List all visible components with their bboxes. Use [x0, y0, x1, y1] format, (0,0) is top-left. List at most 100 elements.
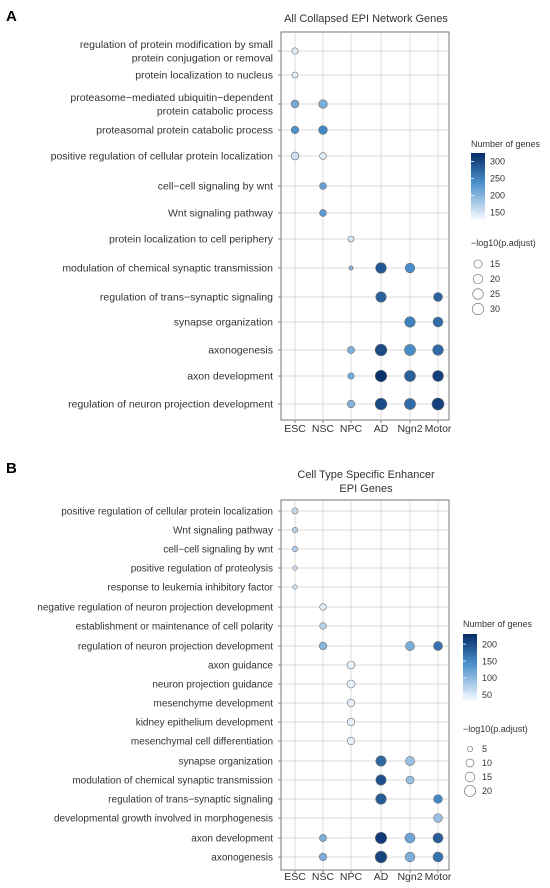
term-label: protein localization to cell periphery: [109, 234, 274, 246]
data-point: [347, 699, 355, 707]
colorbar-tick-label: 250: [490, 174, 505, 184]
data-point: [375, 344, 387, 356]
term-label: regulation of trans−synaptic signaling: [108, 795, 273, 806]
size-legend-label: 10: [482, 758, 492, 768]
dot-plot-a: All Collapsed EPI Network Genesregulatio…: [51, 13, 541, 435]
colorbar-tick-label: 100: [482, 673, 497, 683]
size-legend-circle: [466, 759, 474, 767]
term-label: axonogenesis: [211, 853, 273, 864]
colorbar-tick-label: 50: [482, 690, 492, 700]
colorbar-tick-label: 150: [490, 207, 505, 217]
term-label: axon development: [191, 834, 273, 845]
colorbar-segment: [463, 698, 477, 701]
data-point: [320, 183, 327, 190]
data-point: [348, 373, 354, 379]
term-label: establishment or maintenance of cell pol…: [76, 622, 273, 633]
term-label: positive regulation of proteolysis: [131, 564, 273, 575]
data-point: [292, 72, 298, 78]
data-point: [291, 100, 299, 108]
data-point: [293, 566, 298, 571]
data-point: [319, 642, 327, 650]
term-label: synapse organization: [174, 317, 273, 329]
category-label: NPC: [340, 423, 363, 435]
term-label: regulation of neuron projection developm…: [68, 399, 273, 411]
data-point: [405, 852, 415, 862]
term-label: negative regulation of neuron projection…: [37, 603, 273, 614]
size-legend-circle: [465, 772, 475, 782]
colorbar-segment: [471, 217, 485, 220]
term-label: positive regulation of cellular protein …: [51, 151, 274, 163]
data-point: [375, 398, 387, 410]
data-point: [293, 585, 298, 590]
category-label: Ngn2: [397, 871, 422, 883]
colorbar-tick-label: 300: [490, 157, 505, 167]
category-label: NPC: [340, 871, 363, 883]
size-legend-label: 25: [490, 289, 500, 299]
term-label: mesenchymal cell differentiation: [131, 737, 273, 748]
term-label: axon guidance: [208, 661, 273, 672]
data-point: [291, 126, 299, 134]
category-label: Ngn2: [397, 423, 422, 435]
data-point: [348, 236, 354, 242]
term-label: neuron projection guidance: [152, 680, 273, 691]
data-point: [405, 641, 414, 650]
size-legend-circle: [473, 289, 484, 300]
term-label: regulation of neuron projection developm…: [78, 642, 273, 653]
data-point: [376, 292, 387, 303]
size-legend-circle: [474, 260, 482, 268]
data-point: [347, 346, 354, 353]
data-point: [347, 680, 355, 688]
data-point: [433, 317, 443, 327]
chart-title-line: Cell Type Specific Enhancer: [297, 469, 435, 481]
data-point: [347, 400, 355, 408]
data-point: [375, 832, 386, 843]
data-point: [405, 833, 415, 843]
term-label: regulation of protein modification by sm…: [80, 39, 273, 65]
data-point: [404, 370, 415, 381]
data-point: [347, 737, 355, 745]
category-label: Motor: [425, 423, 452, 435]
data-point: [320, 604, 327, 611]
size-legend-circle: [467, 746, 472, 751]
data-point: [320, 623, 327, 630]
term-label: proteasome−mediated ubiquitin−dependent p…: [70, 92, 273, 118]
data-point: [319, 100, 328, 109]
data-point: [376, 775, 386, 785]
panel-letter-a: A: [6, 8, 17, 25]
term-label: proteasomal protein catabolic process: [96, 125, 273, 137]
term-label: developmental growth involved in morphog…: [54, 814, 273, 825]
data-point: [319, 834, 326, 841]
size-legend-title: −log10(p.adjust): [471, 238, 536, 248]
size-legend-label: 20: [482, 786, 492, 796]
size-legend-label: 15: [490, 259, 500, 269]
term-label: Wnt signaling pathway: [173, 526, 273, 537]
plot-frame: [281, 32, 449, 420]
data-point: [433, 371, 444, 382]
term-label: cell−cell signaling by wnt: [158, 181, 273, 193]
data-point: [405, 263, 415, 273]
term-label: modulation of chemical synaptic transmis…: [62, 263, 273, 275]
category-label: AD: [374, 871, 389, 883]
data-point: [347, 661, 355, 669]
data-point: [433, 852, 443, 862]
size-legend-circle: [473, 274, 482, 283]
data-point: [404, 344, 415, 355]
color-legend-title: Number of genes: [471, 139, 541, 149]
colorbar-tick-label: 200: [482, 639, 497, 649]
size-legend-label: 30: [490, 304, 500, 314]
data-point: [434, 814, 443, 823]
term-label: kidney epithelium development: [136, 718, 274, 729]
data-point: [320, 210, 327, 217]
term-label: protein localization to nucleus: [135, 70, 273, 82]
panel-letter-b: B: [6, 460, 17, 477]
size-legend-circle: [464, 785, 475, 796]
data-point: [347, 718, 355, 726]
data-point: [376, 756, 386, 766]
size-legend-title: −log10(p.adjust): [463, 724, 528, 734]
term-label: axonogenesis: [208, 345, 273, 357]
category-label: ESC: [284, 871, 306, 883]
plot-frame: [281, 500, 449, 870]
data-point: [434, 795, 443, 804]
category-label: Motor: [425, 871, 452, 883]
